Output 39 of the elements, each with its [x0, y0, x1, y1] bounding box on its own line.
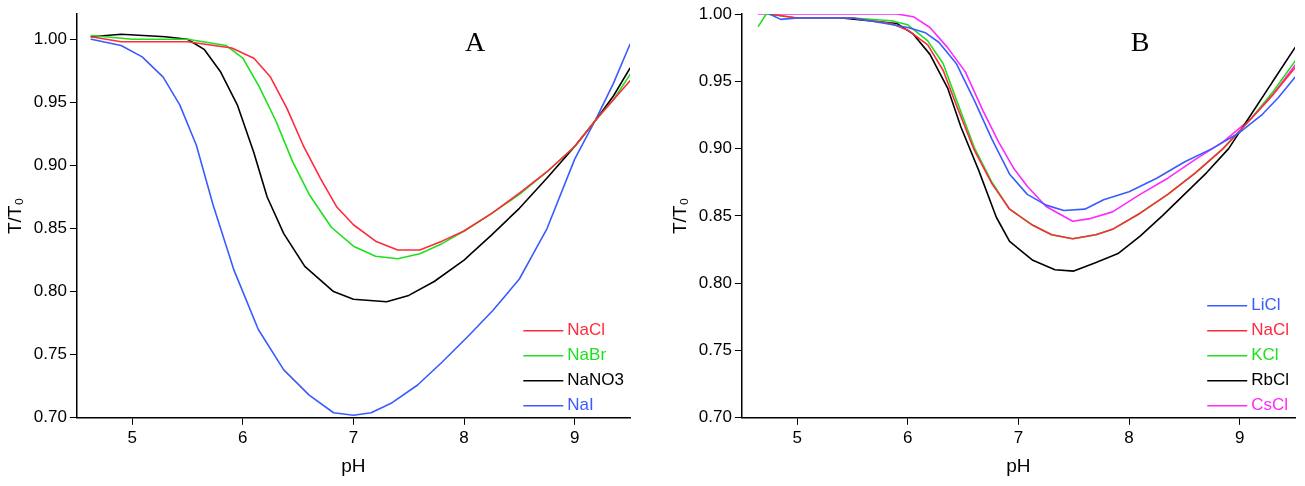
y-axis-title: T/T₀ [3, 197, 25, 235]
y-tick-label: 0.85 [698, 205, 732, 225]
y-tick-label: 0.90 [33, 155, 67, 175]
x-tick-label: 6 [903, 427, 913, 447]
legend-label: NaI [567, 395, 594, 415]
annotation: A [465, 26, 487, 58]
x-tick-label: 7 [1013, 427, 1024, 447]
x-axis-title: pH [341, 454, 366, 476]
y-tick-label: 0.70 [33, 407, 67, 427]
y-tick-label: 0.80 [698, 272, 732, 292]
y-tick-label: 0.95 [698, 70, 732, 90]
y-axis-title: T/T₀ [668, 197, 690, 235]
x-tick-label: 8 [459, 427, 469, 447]
x-tick-label: 9 [569, 427, 580, 447]
y-tick-label: 1.00 [33, 28, 67, 48]
y-tick-label: 0.80 [33, 281, 67, 301]
y-tick-label: 0.85 [33, 218, 67, 238]
x-tick-label: 7 [348, 427, 359, 447]
y-tick-label: 0.75 [33, 344, 67, 364]
y-tick-label: 0.90 [698, 138, 732, 158]
legend-label: RbCl [1251, 370, 1290, 390]
legend-label: NaBr [567, 345, 607, 365]
legend-label: NaCl [1251, 320, 1290, 340]
x-tick-label: 5 [792, 427, 802, 447]
legend-label: NaCl [567, 320, 606, 340]
y-tick-label: 0.75 [698, 340, 732, 360]
annotation: B [1130, 26, 1150, 58]
y-tick-label: 0.70 [698, 407, 732, 427]
legend-label: LiCl [1251, 295, 1281, 315]
y-tick-label: 0.95 [33, 92, 67, 112]
x-tick-label: 8 [1124, 427, 1134, 447]
x-tick-label: 9 [1234, 427, 1245, 447]
x-axis-title: pH [1006, 454, 1031, 476]
x-tick-label: 5 [127, 427, 137, 447]
legend-label: CsCl [1251, 395, 1289, 415]
legend-label: NaNO3 [567, 370, 624, 390]
x-tick-label: 6 [238, 427, 248, 447]
y-tick-label: 1.00 [698, 3, 732, 23]
legend-label: KCl [1251, 345, 1279, 365]
